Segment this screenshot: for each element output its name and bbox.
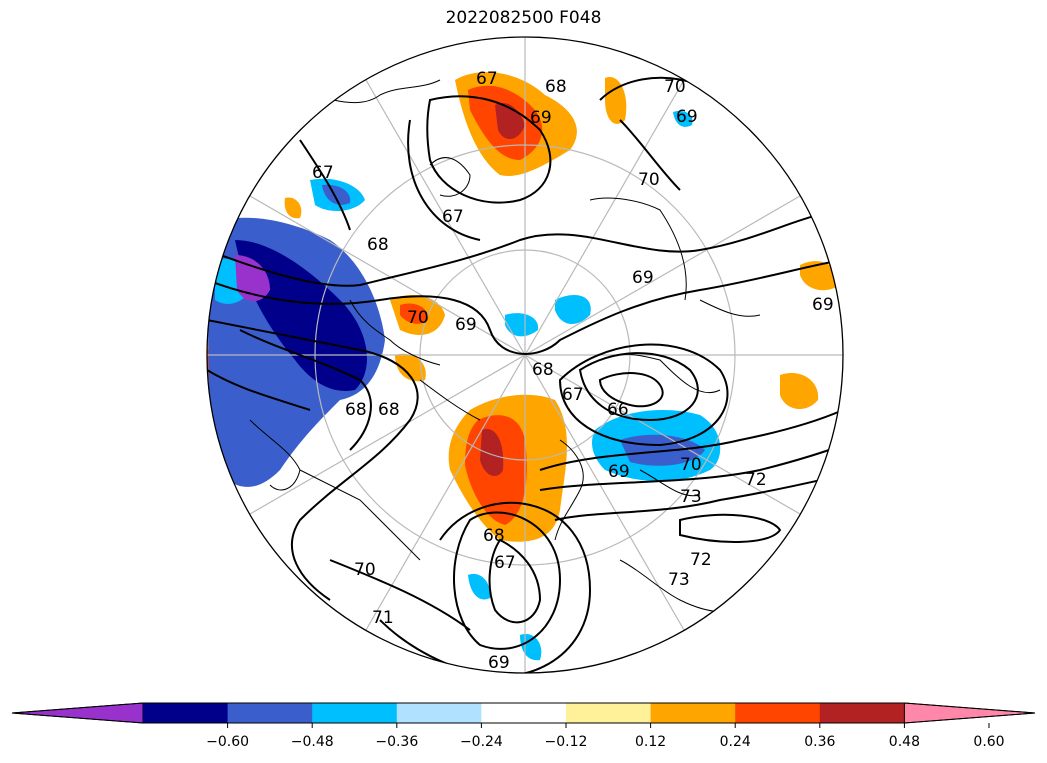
- contour-label: 69: [632, 268, 654, 288]
- colorbar-cell: [819, 703, 905, 723]
- colorbar-cell: [396, 703, 482, 723]
- contour-label: 71: [372, 608, 394, 628]
- colorbar-cell: [566, 703, 652, 723]
- contour-label: 68: [367, 235, 389, 255]
- colorbar-tick-label: 0.36: [804, 734, 836, 750]
- colorbar-tick-label: 0.24: [719, 734, 751, 750]
- colorbar-tick-label: −0.12: [544, 734, 588, 750]
- colorbar-tick-label: −0.60: [206, 734, 250, 750]
- contour-label: 69: [530, 108, 552, 128]
- graticule: [207, 37, 843, 673]
- contour-label: 67: [476, 69, 498, 89]
- contour-label: 69: [812, 295, 834, 315]
- contour-label: 68: [532, 360, 554, 380]
- contour-label: 66: [607, 400, 629, 420]
- positive-anomaly-center-peak: [480, 429, 504, 476]
- contour-label: 68: [378, 400, 400, 420]
- contour-label: 70: [664, 77, 686, 97]
- contour-label: 70: [638, 170, 660, 190]
- negative-anomaly-center-small2: [555, 295, 591, 325]
- colorbar-cell: [143, 703, 229, 723]
- colorbar-tick-label: 0.60: [973, 734, 1005, 750]
- colorbar-extend-max: [903, 702, 1036, 724]
- contour-label: 73: [668, 570, 690, 590]
- negative-anomaly-south: [468, 573, 491, 600]
- colorbar-tick-label: −0.24: [459, 734, 503, 750]
- colorbar-tick-label: 0.48: [888, 734, 920, 750]
- contour-label: 69: [608, 462, 630, 482]
- map-boundary: [206, 36, 844, 674]
- contour-label: 68: [545, 77, 567, 97]
- positive-anomaly-east: [800, 261, 840, 291]
- colorbar-cell: [650, 703, 736, 723]
- negative-anomaly-west-strong: [235, 240, 367, 391]
- contour-label: 70: [354, 560, 376, 580]
- negative-anomaly-center-small: [505, 313, 539, 337]
- contour-label: 72: [745, 470, 767, 490]
- contour-label: 68: [483, 526, 505, 546]
- contour-label: 73: [680, 487, 702, 507]
- colorbar-cell: [481, 703, 567, 723]
- contour-label: 72: [690, 550, 712, 570]
- negative-anomaly-ne: [673, 110, 693, 127]
- negative-anomaly-nw2-core: [322, 184, 351, 205]
- colorbar-tick-label: 0.12: [635, 734, 667, 750]
- contour-label: 67: [312, 163, 334, 183]
- contour-label: 67: [494, 553, 516, 573]
- positive-anomaly-west2: [395, 353, 426, 382]
- contour-label: 69: [488, 653, 510, 673]
- map-title: 2022082500 F048: [445, 8, 602, 28]
- positive-anomaly-west-core: [400, 303, 429, 324]
- negative-anomaly-west-extreme: [235, 255, 270, 302]
- contour-labels: 67 68 69 70 69 70 67 67 68 69 69 69 70 6…: [312, 69, 834, 673]
- contour-label: 69: [676, 107, 698, 127]
- positive-anomaly-east2: [780, 372, 819, 410]
- contour-label: 67: [562, 385, 584, 405]
- positive-anomaly-nw: [284, 197, 302, 219]
- contour-label: 69: [455, 315, 477, 335]
- contour-label: 70: [407, 308, 429, 328]
- contour-label: 67: [442, 207, 464, 227]
- colorbar-tick-label: −0.36: [375, 734, 419, 750]
- positive-anomaly-ne: [605, 77, 627, 124]
- colorbar-cell: [735, 703, 821, 723]
- contour-label: 68: [345, 400, 367, 420]
- height-contours: [207, 76, 843, 673]
- colorbar-tick-label: −0.48: [290, 734, 334, 750]
- colorbar-cell: [227, 703, 313, 723]
- contour-label: 70: [680, 455, 702, 475]
- anomaly-shading: [207, 72, 840, 661]
- polar-map: 67 68 69 70 69 70 67 67 68 69 69 69 70 6…: [206, 36, 844, 674]
- colorbar-outline: [11, 702, 1036, 724]
- colorbar-cell: [312, 703, 398, 723]
- colorbar-extend-min: [11, 702, 144, 724]
